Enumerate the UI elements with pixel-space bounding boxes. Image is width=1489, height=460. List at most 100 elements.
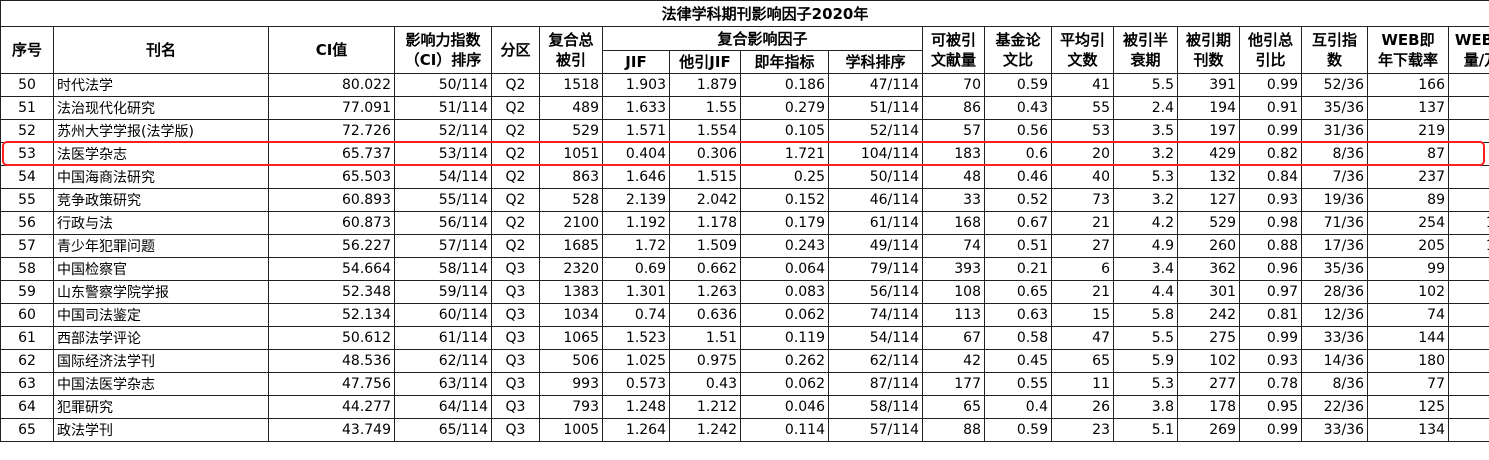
header-web-rate[interactable]: WEB即 年下载率 <box>1367 26 1449 74</box>
cell-half-life[interactable]: 3.2 <box>1113 188 1178 212</box>
cell-name[interactable]: 政法学刊 <box>53 418 269 442</box>
header-composite-if[interactable]: 复合影响因子 <box>602 26 923 51</box>
cell-other-ratio[interactable]: 0.93 <box>1239 349 1302 373</box>
cell-citable[interactable]: 168 <box>922 211 985 235</box>
cell-ci[interactable]: 50.612 <box>268 326 395 350</box>
cell-zone[interactable]: Q2 <box>491 188 540 212</box>
cell-immediacy[interactable]: 0.062 <box>740 372 829 396</box>
cell-citable[interactable]: 74 <box>922 234 985 258</box>
cell-avg-cites[interactable]: 47 <box>1051 326 1114 350</box>
cell-jif[interactable]: 0.69 <box>602 257 670 281</box>
cell-jif[interactable]: 1.248 <box>602 395 670 419</box>
cell-cited-issues[interactable]: 194 <box>1177 96 1240 120</box>
cell-ci-rank[interactable]: 56/114 <box>394 211 492 235</box>
cell-total-cites[interactable]: 793 <box>539 395 603 419</box>
cell-cited-issues[interactable]: 269 <box>1177 418 1240 442</box>
cell-web-rate[interactable]: 102 <box>1367 280 1449 304</box>
cell-jif[interactable]: 1.192 <box>602 211 670 235</box>
cell-subject-rank[interactable]: 87/114 <box>828 372 923 396</box>
cell-citable[interactable]: 393 <box>922 257 985 281</box>
cell-web-dl[interactable]: 28.3 <box>1448 257 1489 281</box>
cell-name[interactable]: 时代法学 <box>53 73 269 97</box>
cell-total-cites[interactable]: 1685 <box>539 234 603 258</box>
cell-fund[interactable]: 0.58 <box>984 326 1052 350</box>
cell-subject-rank[interactable]: 62/114 <box>828 349 923 373</box>
cell-fund[interactable]: 0.6 <box>984 142 1052 166</box>
cell-index[interactable]: 54 <box>0 165 54 189</box>
cell-web-dl[interactable]: 6.63 <box>1448 303 1489 327</box>
cell-jif[interactable]: 1.523 <box>602 326 670 350</box>
table-row[interactable]: 51 法治现代化研究 77.091 51/114 Q2 489 1.633 1.55 0.279… <box>0 96 1489 120</box>
cell-cited-issues[interactable]: 275 <box>1177 326 1240 350</box>
cell-fund[interactable]: 0.56 <box>984 119 1052 143</box>
cell-total-cites[interactable]: 1065 <box>539 326 603 350</box>
cell-zone[interactable]: Q2 <box>491 73 540 97</box>
cell-mutual[interactable]: 28/36 <box>1301 280 1368 304</box>
cell-avg-cites[interactable]: 40 <box>1051 165 1114 189</box>
cell-fund[interactable]: 0.59 <box>984 73 1052 97</box>
cell-subject-rank[interactable]: 51/114 <box>828 96 923 120</box>
cell-citable[interactable]: 108 <box>922 280 985 304</box>
cell-name[interactable]: 行政与法 <box>53 211 269 235</box>
cell-citable[interactable]: 177 <box>922 372 985 396</box>
cell-zone[interactable]: Q3 <box>491 257 540 281</box>
cell-total-cites[interactable]: 2320 <box>539 257 603 281</box>
cell-mutual[interactable]: 35/36 <box>1301 96 1368 120</box>
cell-fund[interactable]: 0.65 <box>984 280 1052 304</box>
header-ci-rank[interactable]: 影响力指数 （CI）排序 <box>394 26 492 74</box>
cell-ci-rank[interactable]: 64/114 <box>394 395 492 419</box>
header-cited-issues[interactable]: 被引期 刊数 <box>1177 26 1240 74</box>
cell-cited-issues[interactable]: 102 <box>1177 349 1240 373</box>
header-web-dl[interactable]: WEB下载量/万次 <box>1448 26 1489 74</box>
cell-mutual[interactable]: 33/36 <box>1301 326 1368 350</box>
cell-avg-cites[interactable]: 53 <box>1051 119 1114 143</box>
cell-ci[interactable]: 60.893 <box>268 188 395 212</box>
cell-subject-rank[interactable]: 104/114 <box>828 142 923 166</box>
cell-cited-issues[interactable]: 132 <box>1177 165 1240 189</box>
cell-ci-rank[interactable]: 60/114 <box>394 303 492 327</box>
cell-index[interactable]: 60 <box>0 303 54 327</box>
cell-half-life[interactable]: 5.3 <box>1113 165 1178 189</box>
cell-half-life[interactable]: 5.5 <box>1113 326 1178 350</box>
cell-other-ratio[interactable]: 0.99 <box>1239 73 1302 97</box>
cell-cited-issues[interactable]: 197 <box>1177 119 1240 143</box>
cell-name[interactable]: 中国法医学杂志 <box>53 372 269 396</box>
cell-ci-rank[interactable]: 55/114 <box>394 188 492 212</box>
cell-avg-cites[interactable]: 11 <box>1051 372 1114 396</box>
cell-subject-rank[interactable]: 58/114 <box>828 395 923 419</box>
cell-jif[interactable]: 1.903 <box>602 73 670 97</box>
cell-half-life[interactable]: 5.5 <box>1113 73 1178 97</box>
cell-index[interactable]: 51 <box>0 96 54 120</box>
cell-name[interactable]: 中国司法鉴定 <box>53 303 269 327</box>
cell-fund[interactable]: 0.52 <box>984 188 1052 212</box>
cell-other-ratio[interactable]: 0.99 <box>1239 119 1302 143</box>
cell-avg-cites[interactable]: 6 <box>1051 257 1114 281</box>
cell-ci-rank[interactable]: 50/114 <box>394 73 492 97</box>
cell-half-life[interactable]: 5.1 <box>1113 418 1178 442</box>
cell-ci-rank[interactable]: 65/114 <box>394 418 492 442</box>
cell-other-jif[interactable]: 1.242 <box>669 418 741 442</box>
cell-name[interactable]: 国际经济法学刊 <box>53 349 269 373</box>
cell-ci-rank[interactable]: 57/114 <box>394 234 492 258</box>
cell-other-jif[interactable]: 1.51 <box>669 326 741 350</box>
table-row[interactable]: 61 西部法学评论 50.612 61/114 Q3 1065 1.523 1.51 0.119… <box>0 326 1489 350</box>
cell-other-ratio[interactable]: 0.88 <box>1239 234 1302 258</box>
cell-cited-issues[interactable]: 277 <box>1177 372 1240 396</box>
cell-ci[interactable]: 56.227 <box>268 234 395 258</box>
cell-ci[interactable]: 65.503 <box>268 165 395 189</box>
cell-immediacy[interactable]: 0.243 <box>740 234 829 258</box>
cell-index[interactable]: 58 <box>0 257 54 281</box>
header-mutual[interactable]: 互引指数 <box>1301 26 1368 74</box>
cell-subject-rank[interactable]: 61/114 <box>828 211 923 235</box>
header-avg-cites[interactable]: 平均引 文数 <box>1051 26 1114 74</box>
cell-mutual[interactable]: 8/36 <box>1301 142 1368 166</box>
cell-jif[interactable]: 1.633 <box>602 96 670 120</box>
cell-jif[interactable]: 0.404 <box>602 142 670 166</box>
cell-immediacy[interactable]: 0.186 <box>740 73 829 97</box>
cell-other-ratio[interactable]: 0.82 <box>1239 142 1302 166</box>
cell-subject-rank[interactable]: 79/114 <box>828 257 923 281</box>
cell-citable[interactable]: 33 <box>922 188 985 212</box>
cell-other-jif[interactable]: 1.55 <box>669 96 741 120</box>
header-index[interactable]: 序号 <box>0 26 54 74</box>
cell-cited-issues[interactable]: 429 <box>1177 142 1240 166</box>
